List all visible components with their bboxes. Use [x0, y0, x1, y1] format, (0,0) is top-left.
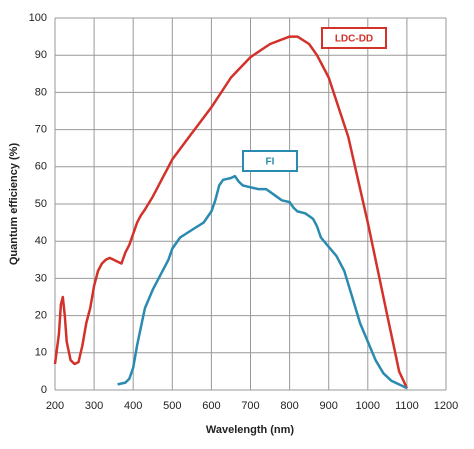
x-tick-label: 1000 — [356, 400, 380, 412]
x-axis-title: Wavelength (nm) — [206, 424, 295, 436]
x-tick-label: 500 — [163, 400, 181, 412]
x-tick-label: 700 — [241, 400, 259, 412]
y-tick-label: 90 — [35, 49, 47, 61]
legend-box — [321, 27, 387, 49]
y-axis-title: Quantum efficiency (%) — [8, 143, 20, 266]
series-line — [53, 35, 409, 389]
y-tick-label: 60 — [35, 161, 47, 173]
x-tick-label: 900 — [320, 400, 338, 412]
x-tick-label: 800 — [280, 400, 298, 412]
x-tick-label: 1100 — [395, 400, 419, 412]
x-tick-label: 300 — [85, 400, 103, 412]
y-tick-label: 40 — [35, 235, 47, 247]
y-tick-label: 50 — [35, 198, 47, 210]
y-tick-label: 0 — [41, 384, 47, 396]
x-tick-label: 1200 — [434, 400, 458, 412]
y-tick-label: 30 — [35, 272, 47, 284]
legend-label: LDC-DD — [335, 34, 373, 45]
y-tick-label: 80 — [35, 86, 47, 98]
legend-box — [242, 150, 298, 172]
y-tick-label: 70 — [35, 124, 47, 136]
x-tick-label: 200 — [46, 400, 64, 412]
y-tick-label: 100 — [29, 12, 47, 24]
series-line — [117, 174, 408, 390]
legend-label: FI — [266, 157, 275, 168]
y-tick-label: 20 — [35, 310, 47, 322]
x-tick-label: 600 — [202, 400, 220, 412]
x-tick-label: 400 — [124, 400, 142, 412]
y-tick-label: 10 — [35, 347, 47, 359]
